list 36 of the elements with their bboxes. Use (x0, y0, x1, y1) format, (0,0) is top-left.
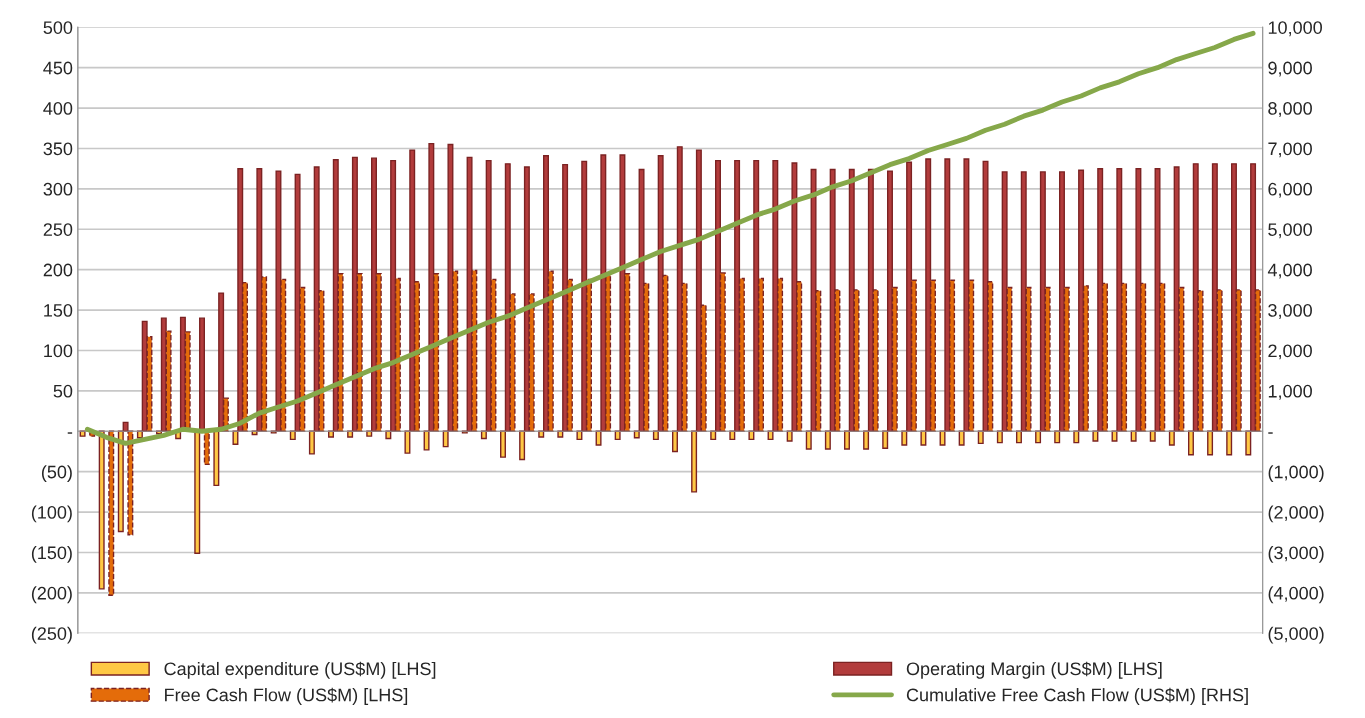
legend-label: Cumulative Free Cash Flow (US$M) [RHS] (906, 687, 1248, 705)
y2-tick-label: - (1268, 432, 1273, 434)
y2-tick-label: 7,000 (1268, 142, 1312, 158)
y-tick-label: 350 (43, 142, 73, 156)
y2-tick-label: (1,000) (1268, 465, 1324, 482)
y2-tick-label: 3,000 (1268, 304, 1312, 319)
y-tick-label: 450 (43, 61, 73, 75)
legend-label: Operating Margin (US$M) [LHS] (906, 661, 1162, 679)
y-tick-label: 50 (53, 384, 73, 398)
y2-tick-label: 2,000 (1268, 344, 1312, 360)
y-tick-label: (150) (31, 545, 72, 563)
y2-tick-label: 8,000 (1268, 102, 1312, 117)
y-tick-label: 500 (43, 21, 73, 34)
y-tick-label: (50) (41, 465, 72, 482)
y2-tick-label: 4,000 (1267, 263, 1312, 279)
legend-label: Free Cash Flow (US$M) [LHS] (165, 687, 408, 705)
y-tick-label: 300 (43, 182, 73, 196)
y-tick-label: (250) (31, 626, 72, 644)
y-tick-label: 250 (43, 223, 73, 236)
y2-tick-label: (3,000) (1268, 545, 1324, 563)
y-tick-label: (200) (31, 586, 72, 604)
y-tick-label: 150 (44, 304, 73, 317)
y2-tick-label: (4,000) (1268, 586, 1324, 604)
y-tick-label: 200 (43, 263, 73, 277)
y2-tick-label: 9,000 (1268, 61, 1312, 77)
legend-label: Capital expenditure (US$M) [LHS] (164, 661, 436, 679)
y2-tick-label: 5,000 (1268, 223, 1312, 239)
y2-tick-label: (5,000) (1268, 626, 1324, 644)
y-tick-label: 400 (43, 102, 73, 115)
y2-tick-label: 1,000 (1268, 384, 1312, 400)
y-tick-label: 100 (44, 344, 73, 358)
y2-tick-label: 10,000 (1268, 21, 1322, 37)
y-tick-label: (100) (31, 505, 72, 523)
y2-tick-label: (2,000) (1268, 505, 1324, 523)
y2-tick-label: 6,000 (1268, 182, 1312, 198)
y-tick-label: - (67, 432, 73, 434)
